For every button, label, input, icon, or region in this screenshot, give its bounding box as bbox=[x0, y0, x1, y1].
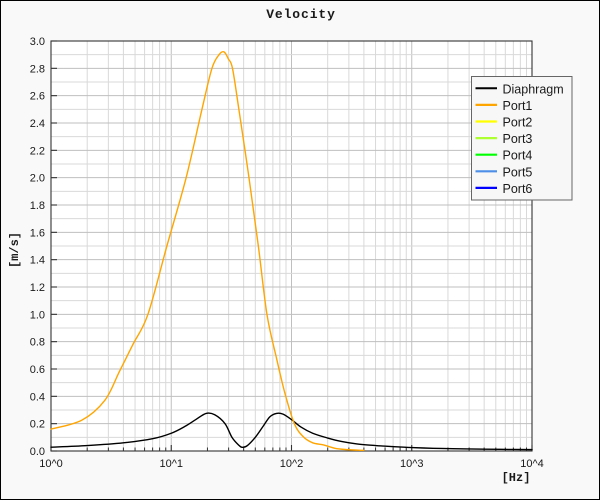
svg-text:Port4: Port4 bbox=[503, 149, 533, 163]
svg-text:1.6: 1.6 bbox=[30, 227, 45, 239]
svg-text:10^2: 10^2 bbox=[280, 458, 304, 470]
svg-text:0.4: 0.4 bbox=[30, 391, 45, 403]
svg-text:0.8: 0.8 bbox=[30, 337, 45, 349]
svg-text:0.2: 0.2 bbox=[30, 419, 45, 431]
svg-text:2.8: 2.8 bbox=[30, 63, 45, 75]
svg-text:Port6: Port6 bbox=[503, 182, 533, 196]
svg-text:[Hz]: [Hz] bbox=[502, 471, 531, 485]
svg-text:2.6: 2.6 bbox=[30, 91, 45, 103]
svg-text:1.8: 1.8 bbox=[30, 200, 45, 212]
svg-text:Port1: Port1 bbox=[503, 99, 533, 113]
svg-text:Port5: Port5 bbox=[503, 165, 533, 179]
svg-text:0.6: 0.6 bbox=[30, 364, 45, 376]
svg-text:[m/s]: [m/s] bbox=[8, 232, 22, 268]
svg-text:1.0: 1.0 bbox=[30, 309, 45, 321]
svg-text:3.0: 3.0 bbox=[30, 36, 45, 48]
svg-text:Diaphragm: Diaphragm bbox=[503, 82, 564, 96]
svg-text:Port3: Port3 bbox=[503, 132, 533, 146]
svg-text:0.0: 0.0 bbox=[30, 446, 45, 458]
svg-text:10^0: 10^0 bbox=[39, 458, 63, 470]
svg-text:10^4: 10^4 bbox=[520, 458, 544, 470]
svg-text:2.0: 2.0 bbox=[30, 173, 45, 185]
svg-text:1.4: 1.4 bbox=[30, 255, 45, 267]
svg-text:10^1: 10^1 bbox=[159, 458, 183, 470]
svg-text:1.2: 1.2 bbox=[30, 282, 45, 294]
svg-text:2.4: 2.4 bbox=[30, 118, 45, 130]
svg-text:Port2: Port2 bbox=[503, 116, 533, 130]
svg-text:10^3: 10^3 bbox=[400, 458, 424, 470]
svg-text:2.2: 2.2 bbox=[30, 145, 45, 157]
